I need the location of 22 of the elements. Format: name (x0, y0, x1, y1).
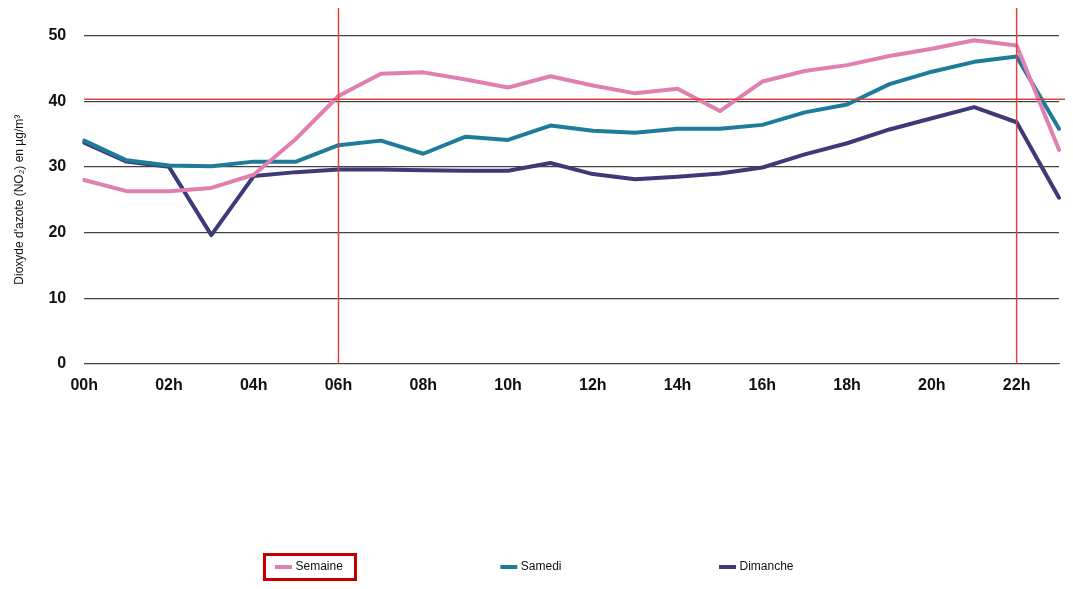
x-tick-label: 20h (918, 375, 946, 393)
x-tick-label: 16h (748, 375, 777, 393)
x-tick-label: 00h (70, 375, 98, 393)
y-tick-label: 0 (57, 354, 67, 372)
x-tick-label: 12h (579, 375, 607, 393)
y-tick-label: 40 (48, 91, 67, 109)
x-tick-label: 04h (239, 375, 268, 393)
y-tick-label: 50 (48, 26, 67, 44)
x-tick-label: 06h (324, 375, 353, 393)
y-tick-label: 30 (48, 157, 67, 175)
y-axis-title: Dioxyde d'azote (NO₂) en µg/m³ (11, 114, 26, 285)
legend-label: Samedi (520, 559, 562, 574)
x-tick-label: 08h (409, 375, 438, 393)
legend-label: Dimanche (739, 559, 794, 574)
y-tick-label: 10 (48, 288, 67, 306)
x-tick-label: 14h (663, 375, 692, 393)
legend-label: Semaine (295, 559, 344, 574)
x-tick-label: 18h (833, 375, 861, 393)
y-tick-label: 20 (48, 222, 67, 240)
x-tick-label: 22h (1002, 375, 1031, 393)
x-tick-label: 10h (494, 375, 522, 393)
x-tick-label: 02h (155, 375, 183, 393)
